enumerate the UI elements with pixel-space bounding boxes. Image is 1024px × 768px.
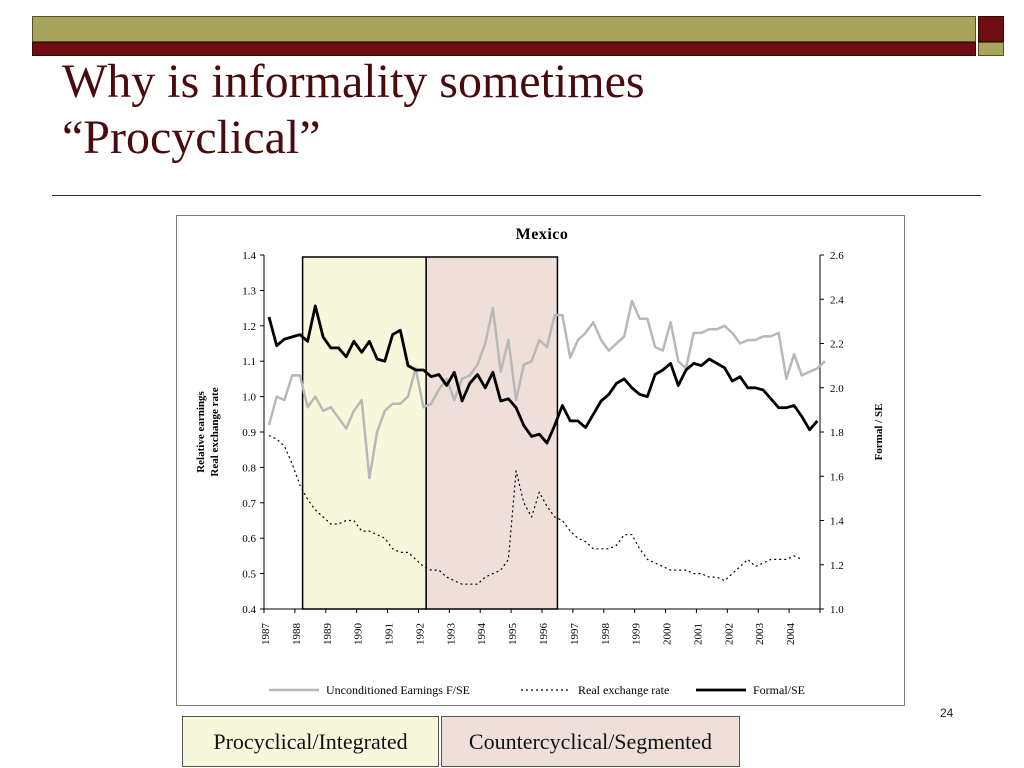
- left-tick-label: 1.0: [242, 392, 256, 404]
- right-tick-label: 1.2: [830, 560, 844, 572]
- chart-title: Mexico: [516, 226, 569, 243]
- left-tick-label: 0.5: [242, 569, 256, 581]
- right-tick-label: 1.6: [830, 471, 844, 483]
- x-tick-label: 1994: [476, 623, 488, 646]
- countercyclical-segmented-label: Countercyclical/Segmented: [468, 728, 713, 754]
- x-tick-label: 2002: [723, 623, 735, 645]
- x-tick-label: 1993: [445, 623, 457, 646]
- x-tick-label: 1989: [322, 623, 334, 646]
- x-tick-label: 1995: [507, 623, 519, 646]
- x-tick-label: 1987: [260, 623, 272, 646]
- procyclical-integrated-box: Procyclical/Integrated: [182, 716, 439, 767]
- x-tick-label: 2000: [662, 623, 674, 646]
- right-tick-label: 2.2: [830, 339, 844, 351]
- mexico-chart: Mexico 0.4 0.5 0.6 0.7 0.8 0.9 1.0 1.1 1.2 1.3 1.4 1…: [195, 226, 885, 697]
- x-tick-label: 1992: [414, 623, 426, 645]
- right-tick-label: 2.6: [830, 250, 844, 262]
- x-tick-label: 2003: [754, 623, 766, 646]
- decor-corner-square-maroon: [978, 16, 1004, 42]
- y-axis-title-right: Formal / SE: [873, 404, 885, 461]
- slide-title-line1: Why is informality sometimes: [62, 55, 645, 108]
- x-tick-label: 2004: [785, 623, 797, 646]
- right-tick-label: 2.4: [830, 294, 844, 306]
- x-tick-label: 1990: [353, 623, 365, 646]
- left-tick-label: 0.7: [242, 498, 256, 510]
- left-tick-label: 1.4: [242, 250, 256, 262]
- right-tick-label: 1.0: [830, 604, 844, 616]
- left-tick-label: 1.1: [242, 356, 256, 368]
- chart-frame: Mexico 0.4 0.5 0.6 0.7 0.8 0.9 1.0 1.1 1.2 1.3 1.4 1…: [176, 215, 905, 706]
- y-axis-title-left-line2: Real exchange rate: [209, 387, 221, 476]
- countercyclical-segmented-box: Countercyclical/Segmented: [441, 716, 740, 767]
- x-tick-label: 1991: [384, 623, 396, 645]
- decor-top-bar-olive: [32, 16, 976, 42]
- left-tick-label: 0.8: [242, 462, 256, 474]
- left-tick-label: 1.2: [242, 321, 256, 333]
- series-line-2: [268, 434, 803, 585]
- title-divider: [52, 195, 981, 196]
- series-line-3: [267, 304, 819, 445]
- x-tick-label: 1999: [631, 623, 643, 646]
- slide-title-line2: “Procyclical”: [62, 111, 321, 164]
- legend-label-3: Formal/SE: [753, 683, 805, 697]
- x-tick-label: 1988: [291, 623, 303, 646]
- left-tick-label: 0.4: [242, 604, 256, 616]
- decor-corner-square-olive: [978, 42, 1004, 56]
- slide-title: Why is informality sometimes “Procyclica…: [62, 54, 962, 166]
- slide-number: 24: [940, 706, 954, 720]
- series-line-1: [267, 299, 826, 480]
- x-tick-label: 1997: [569, 623, 581, 646]
- x-tick-label: 1998: [600, 623, 612, 646]
- right-tick-label: 1.4: [830, 516, 844, 528]
- left-tick-label: 1.3: [242, 285, 256, 297]
- legend-label-2: Real exchange rate: [578, 683, 669, 697]
- left-tick-label: 0.9: [242, 427, 256, 439]
- right-tick-label: 1.8: [830, 427, 844, 439]
- legend-label-1: Unconditioned Earnings F/SE: [326, 683, 470, 697]
- decor-top-bar-maroon: [32, 42, 976, 56]
- procyclical-integrated-label: Procyclical/Integrated: [213, 728, 408, 754]
- x-tick-label: 1996: [538, 623, 550, 646]
- right-tick-label: 2.0: [830, 383, 844, 395]
- x-tick-label: 2001: [692, 623, 704, 645]
- left-tick-label: 0.6: [242, 533, 256, 545]
- y-axis-title-left-line1: Relative earnings: [195, 390, 207, 472]
